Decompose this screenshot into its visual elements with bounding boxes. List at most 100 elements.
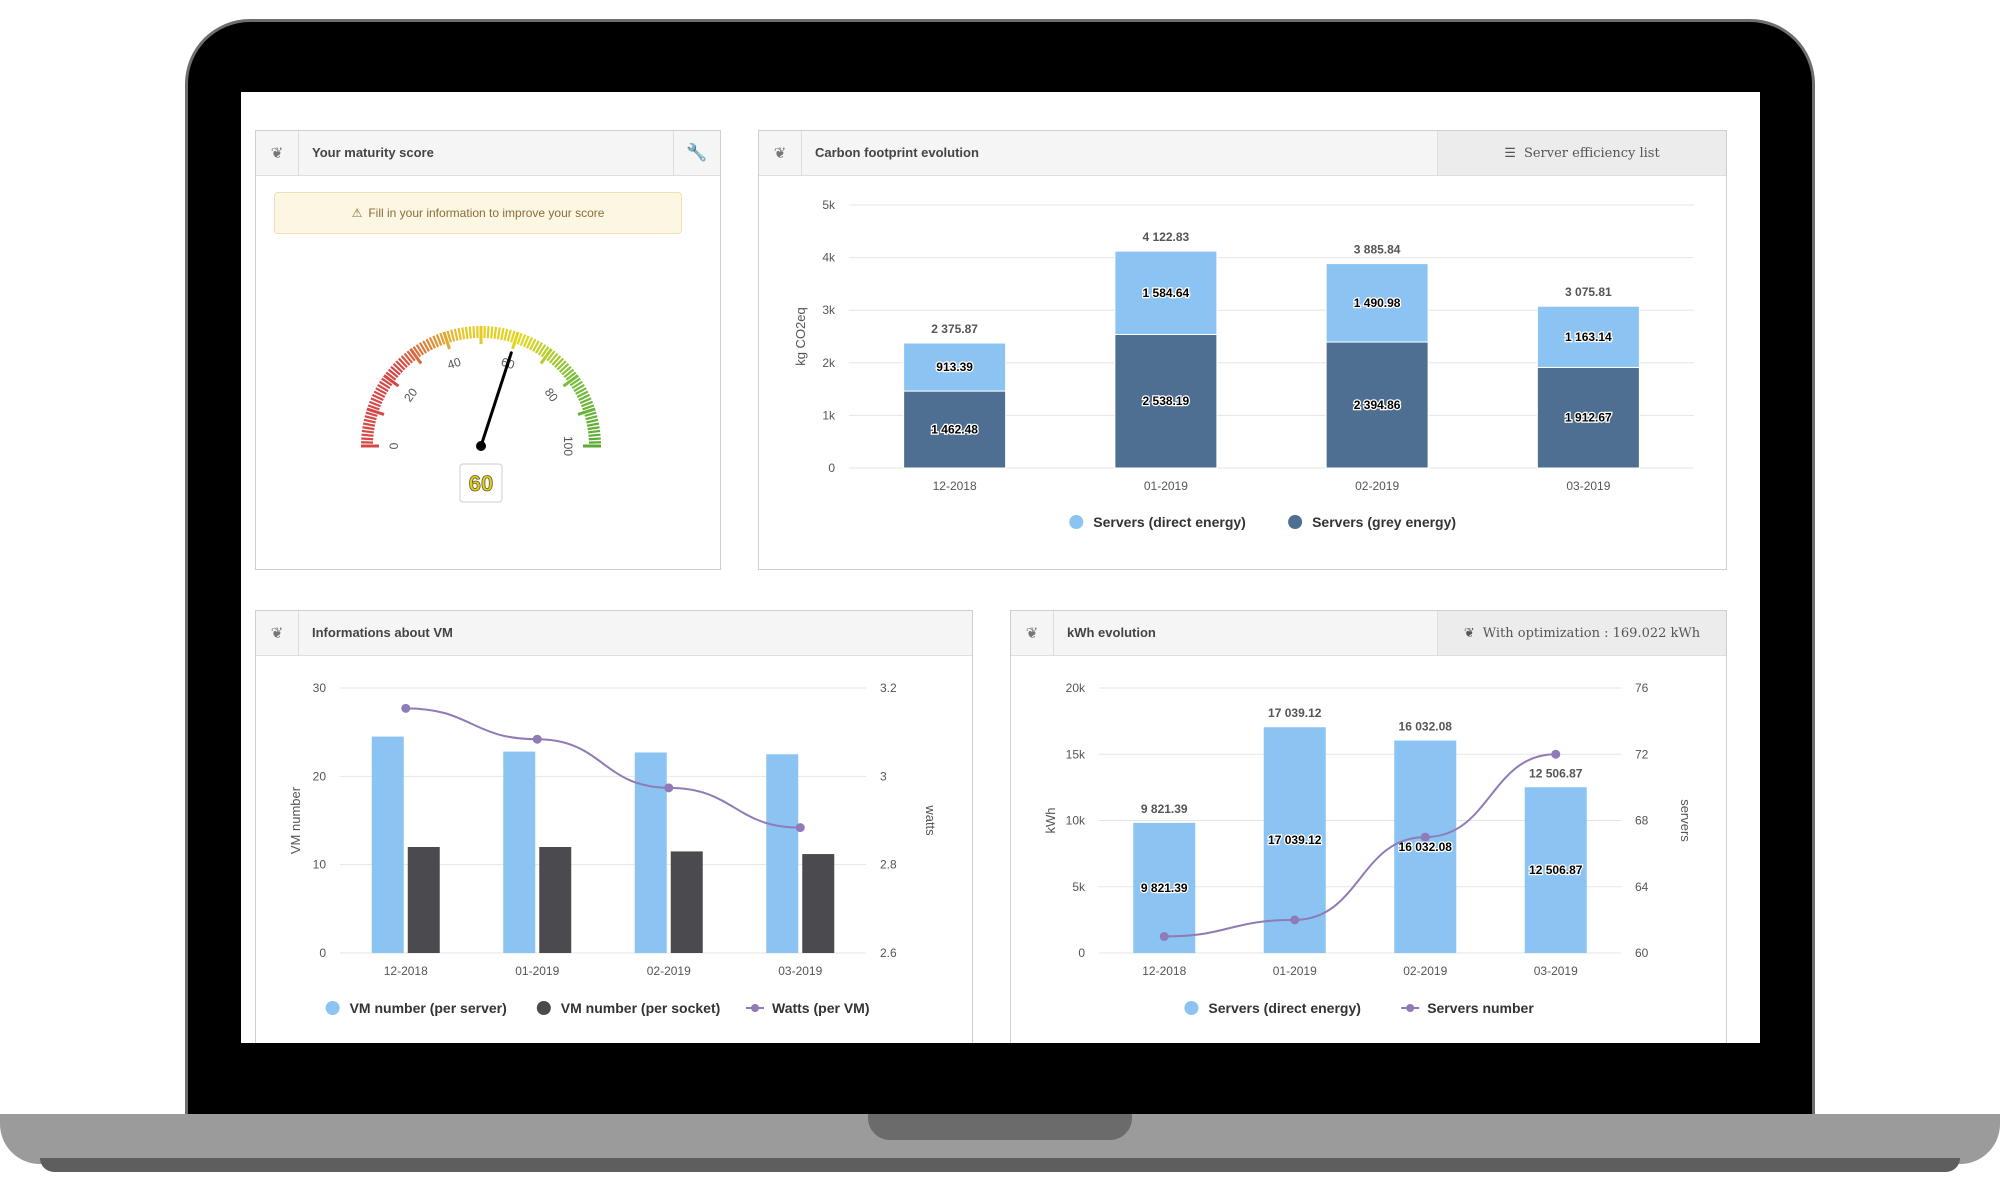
gauge-tick [578,393,591,402]
gauge-tick [385,371,397,381]
total-label: 3 885.84 [1354,243,1401,257]
legend-marker [1288,515,1303,529]
gauge-tick [395,360,406,371]
gauge-tick [500,327,505,341]
maturity-header: ❦ Your maturity score 🔧 [256,131,720,176]
bar-segment[interactable] [1325,341,1429,469]
x-tick-label: 12-2018 [384,964,428,978]
maturity-warning: ⚠ Fill in your information to improve yo… [274,192,682,234]
gauge-tick [428,336,437,349]
bar-segment[interactable] [1325,263,1429,343]
gauge-tick [525,336,534,349]
optimization-label: With optimization : 169.022 kWh [1482,625,1701,641]
bar[interactable] [1394,740,1457,953]
maturity-gauge: 020406080100 60 [361,326,601,503]
gauge-tick [361,437,374,441]
gauge-tick [464,326,469,339]
vm-chart: 0 10 20 30 2.6 2.8 3 3.2 VM number watts 12-2018 01… [288,681,938,1016]
line-point[interactable] [1159,931,1169,941]
bar-segment[interactable] [1536,305,1640,368]
gauge-tick [503,328,509,341]
line-point[interactable] [795,823,805,833]
y-tick-label: 4k [822,251,836,265]
bar-segment[interactable] [1114,250,1218,335]
bar-top-label: 12 506.87 [1529,766,1583,780]
line-point[interactable] [532,734,542,744]
gauge-tick [367,404,380,411]
gauge-tick [532,340,540,352]
legend-label[interactable]: Servers number [1427,1000,1534,1016]
gauge-tick [490,326,494,339]
gauge-tick [442,331,451,350]
line-point[interactable] [1420,832,1430,842]
server-efficiency-list-button[interactable]: ☰ Server efficiency list [1437,131,1726,175]
gauge-tick [511,331,520,350]
carbon-chart: 0 1k 2k 3k 4k 5k kg CO2eq 1 462.48 913.39 2 375.8… [793,198,1694,530]
gauge-tick [457,327,462,341]
gauge-tick [370,397,383,405]
maturity-title: Your maturity score [312,145,434,160]
data-label: 1 462.48 [931,423,978,437]
bar-segment[interactable] [1536,366,1640,469]
y-tick-label: 5k [822,198,836,212]
gauge-tick [373,390,386,398]
bar-segment[interactable] [903,390,1007,469]
gauge-tick [569,377,581,387]
gauge-tick [586,418,599,424]
y-tick-label: 1k [822,408,836,422]
gauge-tick [540,346,550,358]
gauge-tick [387,368,399,379]
bar[interactable] [407,847,440,953]
warning-icon: ⚠ [351,206,363,220]
wrench-icon[interactable]: 🔧 [673,131,720,175]
bar[interactable] [766,754,799,953]
bar-segment[interactable] [903,342,1007,392]
legend-label[interactable]: Servers (direct energy) [1208,1000,1361,1016]
line-point[interactable] [1551,749,1561,759]
line-point[interactable] [1290,915,1300,925]
bar[interactable] [1263,727,1326,953]
gauge-tick [432,335,440,348]
gauge-tick [383,374,400,388]
bar[interactable] [634,752,667,953]
gauge-tick [362,422,376,427]
legend-label[interactable]: Servers (grey energy) [1312,514,1456,530]
optimization-button[interactable]: ❦ With optimization : 169.022 kWh [1437,611,1726,655]
gauge-tick [588,433,601,437]
gauge-tick [371,393,384,402]
legend-label[interactable]: VM number (per socket) [561,1000,720,1016]
kwh-panel: ❦ kWh evolution ❦ With optimization : 16… [1010,610,1727,1043]
x-tick-label: 02-2019 [1403,964,1447,978]
bar[interactable] [503,751,536,953]
gauge-tick [588,437,601,441]
line-point[interactable] [664,783,674,793]
data-label: 12 506.87 [1529,863,1583,877]
legend-label[interactable]: Servers (direct energy) [1093,514,1246,530]
y-tick-label: 30 [313,681,327,695]
legend-label[interactable]: VM number (per server) [350,1000,507,1016]
data-label: 1 490.98 [1354,296,1401,310]
x-tick-label: 03-2019 [1534,964,1578,978]
bar[interactable] [1133,822,1196,953]
y2-tick-label: 2.6 [880,946,897,960]
y2-tick-label: 72 [1635,747,1649,761]
total-label: 3 075.81 [1565,285,1612,299]
gauge-tick [579,397,592,405]
legend-label[interactable]: Watts (per VM) [772,1000,869,1016]
bar[interactable] [670,851,703,953]
bar[interactable] [371,736,404,953]
bar-segment[interactable] [1114,333,1218,469]
bar[interactable] [539,847,572,953]
bar[interactable] [1524,787,1587,953]
legend-marker [1406,1004,1415,1012]
y-axis-label: kWh [1043,808,1058,834]
series-line [405,707,801,829]
data-label: 9 821.39 [1141,881,1188,895]
line-point[interactable] [401,703,411,713]
carbon-title: Carbon footprint evolution [815,145,979,160]
gauge-tick [581,400,593,408]
bar[interactable] [802,854,835,953]
y-axis-label: kg CO2eq [793,307,808,366]
carbon-panel: ❦ Carbon footprint evolution ☰ Server ef… [758,130,1727,570]
y2-axis-label: watts [923,804,938,836]
